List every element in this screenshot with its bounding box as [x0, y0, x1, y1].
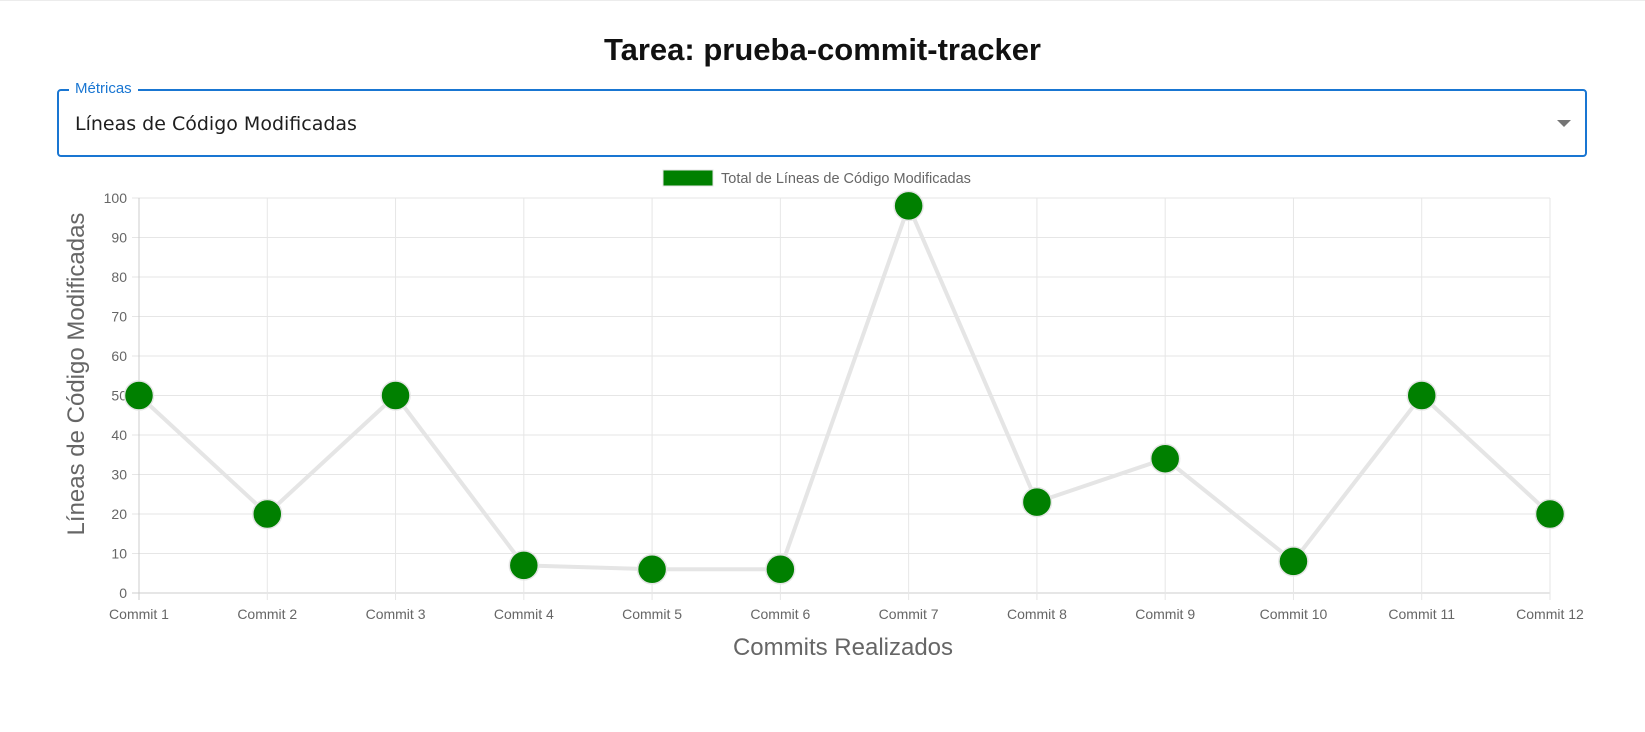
x-tick-label: Commit 8 — [1007, 606, 1067, 622]
y-axis-title: Líneas de Código Modificadas — [63, 213, 90, 536]
metric-select[interactable]: Métricas Líneas de Código Modificadas — [57, 80, 1587, 157]
legend[interactable]: Total de Líneas de Código Modificadas — [662, 169, 971, 187]
series-line — [137, 203, 1552, 572]
data-point[interactable] — [1406, 380, 1437, 411]
x-tick-label: Commit 1 — [109, 606, 169, 622]
y-tick-label: 70 — [111, 309, 127, 325]
data-point[interactable] — [1278, 546, 1309, 577]
data-point[interactable] — [893, 190, 924, 222]
x-tick-label: Commit 6 — [750, 606, 810, 622]
metric-select-value: Líneas de Código Modificadas — [75, 113, 357, 135]
metric-select-label: Métricas — [69, 80, 138, 98]
series-0 — [123, 190, 1566, 585]
x-tick-label: Commit 5 — [622, 606, 682, 622]
data-point[interactable] — [380, 380, 411, 411]
chevron-down-icon[interactable] — [1557, 120, 1571, 127]
y-tick-label: 80 — [111, 269, 127, 285]
x-tick-label: Commit 2 — [237, 606, 297, 622]
x-tick-labels: Commit 1 Commit 2 Commit 3 Commit 4 Commit 5… — [109, 606, 1584, 622]
top-divider — [0, 0, 1645, 1]
x-tick-label: Commit 9 — [1135, 606, 1195, 622]
data-point[interactable] — [508, 550, 540, 581]
y-tick-label: 0 — [119, 585, 127, 601]
page-title: Tarea: prueba-commit-tracker — [603, 32, 1041, 67]
data-point[interactable] — [1149, 443, 1181, 474]
x-tick-label: Commit 7 — [879, 606, 939, 622]
y-tick-label: 90 — [111, 230, 127, 246]
x-tick-label: Commit 12 — [1516, 606, 1584, 622]
y-tick-label: 20 — [111, 506, 127, 522]
x-tick-label: Commit 3 — [366, 606, 426, 622]
data-point[interactable] — [765, 554, 796, 585]
legend-swatch — [662, 169, 714, 187]
y-tick-labels: 0 10 20 30 40 50 60 70 80 90 100 — [104, 190, 128, 601]
data-point[interactable] — [252, 498, 283, 530]
data-point[interactable] — [636, 554, 668, 585]
legend-label: Total de Líneas de Código Modificadas — [721, 171, 971, 187]
x-axis-title: Commits Realizados — [733, 634, 953, 661]
data-point[interactable] — [1534, 498, 1566, 530]
y-tick-label: 60 — [111, 348, 127, 364]
y-tick-label: 10 — [111, 546, 127, 562]
x-tick-label: Commit 4 — [494, 606, 554, 622]
line-chart: Total de Líneas de Código Modificadas 0 1… — [63, 169, 1584, 661]
x-tick-label: Commit 11 — [1388, 606, 1455, 622]
y-tick-label: 30 — [111, 467, 127, 483]
y-tick-label: 100 — [104, 190, 128, 206]
data-point[interactable] — [1021, 486, 1053, 518]
y-tick-label: 40 — [111, 427, 127, 443]
y-tick-label: 50 — [111, 388, 127, 404]
data-point[interactable] — [123, 380, 155, 411]
x-tick-label: Commit 10 — [1260, 606, 1328, 622]
